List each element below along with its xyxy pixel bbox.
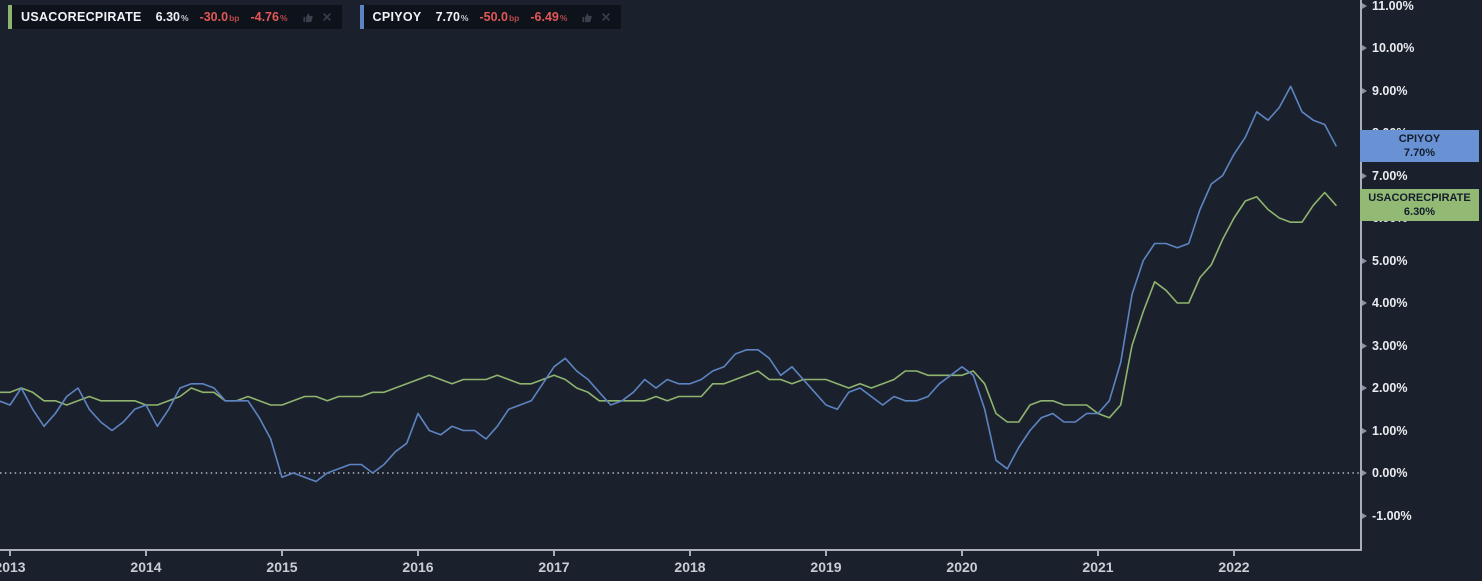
y-axis-label-text: 2.00% <box>1372 381 1408 395</box>
x-axis-label: 2018 <box>674 559 706 575</box>
y-axis-label-text: 0.00% <box>1372 466 1408 480</box>
y-axis-label-text: 3.00% <box>1372 338 1408 353</box>
value-suffix: % <box>181 13 189 23</box>
price-label-name: CPIYOY <box>1398 132 1441 145</box>
plot-svg[interactable] <box>0 0 1360 549</box>
tick-arrow-icon <box>1362 385 1367 391</box>
y-axis-label-text: 11.00% <box>1372 0 1414 13</box>
x-axis-label: 2022 <box>1218 559 1250 575</box>
y-axis-label-text: 10.00% <box>1372 41 1415 55</box>
usacorecpirate-line[interactable] <box>0 191 1337 423</box>
y-axis-label: 7.00% <box>1362 169 1407 183</box>
y-axis-label: 3.00% <box>1362 339 1407 353</box>
x-axis-tick <box>1233 551 1235 556</box>
value-suffix: bp <box>508 13 520 23</box>
x-axis-label: 2019 <box>810 559 842 575</box>
series-name: CPIYOY <box>372 10 422 24</box>
x-axis-label: 2021 <box>1082 559 1114 575</box>
value-suffix: % <box>460 13 469 23</box>
y-axis-label: 10.00% <box>1362 41 1414 55</box>
series-change-bp: -30.0 bp <box>200 10 240 24</box>
legend-item-cpiyoy[interactable]: CPIYOY 7.70% -50.0 bp -6.49% <box>359 5 622 29</box>
series-change-pct: -4.76% <box>250 10 287 24</box>
x-axis-label: 2013 <box>0 559 26 575</box>
chart-canvas[interactable]: USACORECPIRATE 6.30% -30.0 bp -4.76% CPIY… <box>0 0 1360 549</box>
series-name: USACORECPIRATE <box>21 10 142 24</box>
legend-actions <box>301 11 333 24</box>
x-axis-label: 2016 <box>402 559 434 575</box>
value-number: -30.0 <box>199 10 229 24</box>
y-axis[interactable]: 11.00%10.00%9.00%8.00%7.00%6.00%5.00%4.0… <box>1360 0 1482 549</box>
x-axis-tick <box>9 551 11 556</box>
series-last-value: 7.70% <box>436 10 469 24</box>
series-change-pct: -6.49% <box>530 10 567 24</box>
value-suffix: % <box>279 13 288 23</box>
cpiyoy-line[interactable] <box>0 85 1337 483</box>
x-axis-tick <box>553 551 555 556</box>
x-axis-tick <box>1097 551 1099 556</box>
y-axis-label-text: 5.00% <box>1372 253 1408 268</box>
price-label-name: USACORECPIRATE <box>1368 192 1471 205</box>
y-axis-label: -1.00% <box>1362 509 1412 523</box>
y-axis-label-text: 4.00% <box>1372 296 1408 310</box>
tick-arrow-icon <box>1362 2 1367 9</box>
x-axis-tick <box>825 551 827 556</box>
price-label-cpiyoy: CPIYOY 7.70% <box>1360 129 1479 162</box>
thumbs-up-icon[interactable] <box>580 11 593 24</box>
x-axis-tick <box>145 551 147 556</box>
series-color-bar <box>359 5 364 29</box>
x-axis-tick <box>689 551 691 556</box>
thumbs-up-icon[interactable] <box>301 11 314 24</box>
x-axis-tick <box>417 551 419 556</box>
y-axis-label-text: 9.00% <box>1372 83 1408 98</box>
x-axis-tick <box>961 551 963 556</box>
tick-arrow-icon <box>1362 257 1367 264</box>
y-axis-label: 4.00% <box>1362 296 1407 310</box>
price-label-usacorecpirate: USACORECPIRATE 6.30% <box>1360 189 1479 222</box>
series-change-bp: -50.0 bp <box>479 10 519 24</box>
y-axis-label: 5.00% <box>1362 254 1407 268</box>
value-number: 7.70 <box>435 10 460 24</box>
y-axis-label-text: 1.00% <box>1372 423 1408 438</box>
x-axis-label: 2020 <box>946 559 978 575</box>
x-axis-label: 2015 <box>266 559 298 575</box>
value-suffix: bp <box>229 13 240 23</box>
y-axis-label-text: 7.00% <box>1372 168 1408 183</box>
value-number: -6.49 <box>530 10 559 24</box>
x-axis-label: 2014 <box>130 559 162 575</box>
value-number: -50.0 <box>479 10 508 24</box>
y-axis-label: 11.00% <box>1362 0 1414 13</box>
tick-arrow-icon <box>1362 512 1367 519</box>
value-number: 6.30 <box>155 10 180 24</box>
tick-arrow-icon <box>1362 87 1367 94</box>
y-axis-label: 0.00% <box>1362 466 1407 480</box>
tick-arrow-icon <box>1362 427 1367 434</box>
tick-arrow-icon <box>1362 300 1367 306</box>
series-color-bar <box>8 5 12 29</box>
tick-arrow-icon <box>1362 172 1367 179</box>
tick-arrow-icon <box>1362 45 1367 51</box>
y-axis-label: 9.00% <box>1362 84 1407 98</box>
x-axis[interactable]: 2013 2014 2015 2016 2017 2018 2019 2020 2021 2022 <box>0 549 1362 581</box>
close-icon[interactable] <box>600 11 612 23</box>
y-axis-label: 2.00% <box>1362 381 1407 395</box>
value-suffix: % <box>559 13 568 23</box>
y-axis-label-text: -1.00% <box>1372 508 1412 523</box>
series-last-value: 6.30% <box>156 10 189 24</box>
close-icon[interactable] <box>321 11 333 23</box>
price-label-value: 6.30% <box>1403 206 1436 219</box>
x-axis-tick <box>281 551 283 556</box>
tick-arrow-icon <box>1362 470 1367 476</box>
y-axis-label: 1.00% <box>1362 424 1407 438</box>
price-label-value: 7.70% <box>1403 146 1436 159</box>
x-axis-label: 2017 <box>538 559 570 575</box>
legend-item-usacorecpirate[interactable]: USACORECPIRATE 6.30% -30.0 bp -4.76% <box>8 5 342 29</box>
legend-actions <box>580 11 612 24</box>
legend: USACORECPIRATE 6.30% -30.0 bp -4.76% CPIY… <box>8 5 622 29</box>
value-number: -4.76 <box>250 10 279 24</box>
tick-arrow-icon <box>1362 342 1367 349</box>
